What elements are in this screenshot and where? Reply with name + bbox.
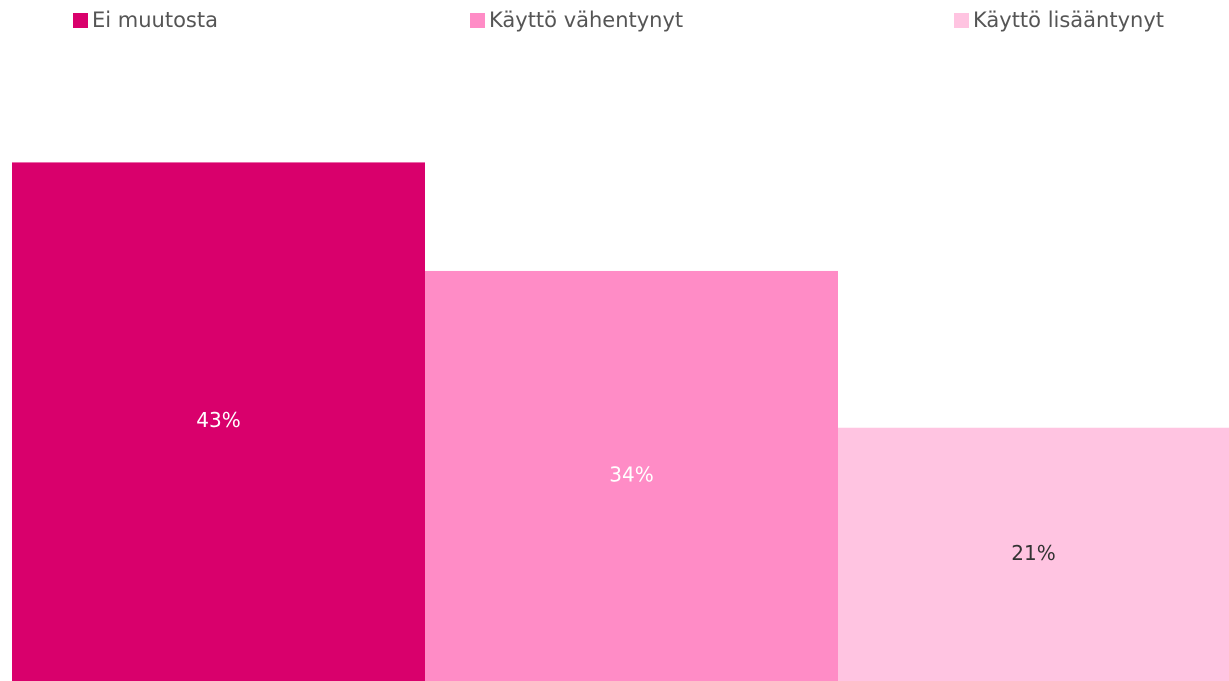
legend-label: Käyttö lisääntynyt — [973, 8, 1164, 32]
value-label: 43% — [196, 408, 240, 432]
legend-swatch — [73, 13, 88, 28]
bar — [12, 162, 425, 681]
bar — [425, 270, 838, 681]
legend-label: Ei muutosta — [92, 8, 218, 32]
legend-swatch — [470, 13, 485, 28]
value-label: 34% — [609, 462, 653, 486]
legend-swatch — [954, 13, 969, 28]
legend-label: Käyttö vähentynyt — [489, 8, 683, 32]
value-label: 21% — [1011, 541, 1055, 565]
bar — [838, 427, 1229, 681]
